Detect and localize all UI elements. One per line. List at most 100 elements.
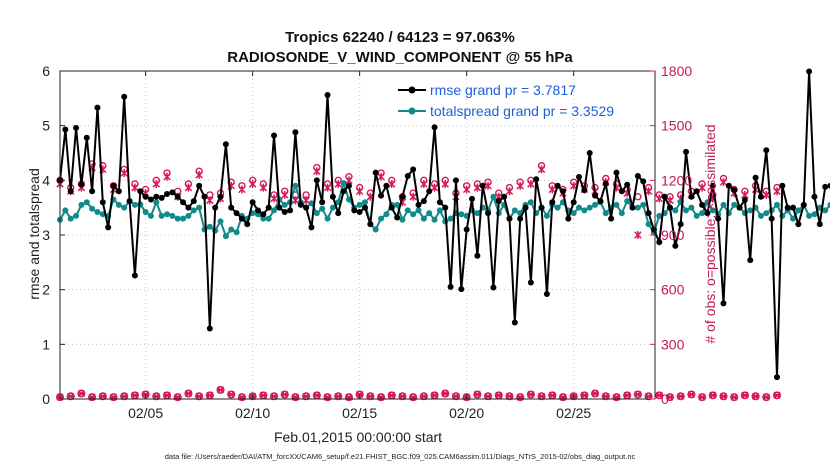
- totalspread-point: [790, 215, 797, 222]
- rmse-point: [474, 252, 481, 259]
- ticks: 02/05 02/10 02/15 02/20 02/25 0 1 2 3 4 5 6 0 300 600 9…: [42, 63, 692, 421]
- obs-bottom-marker: [494, 391, 503, 399]
- totalspread-point: [543, 212, 550, 219]
- totalspread-point: [436, 207, 443, 214]
- rmse-point: [137, 188, 144, 195]
- totalspread-point: [308, 200, 315, 207]
- rmse-point: [720, 300, 727, 307]
- rmse-point: [94, 104, 101, 111]
- rmse-point: [618, 188, 625, 195]
- rmse-point: [549, 199, 556, 206]
- totalspread-point: [115, 201, 122, 208]
- obs-assimilated-point: [420, 179, 428, 188]
- rmse-point: [645, 210, 652, 217]
- rmse-point: [640, 178, 647, 185]
- obs-assimilated-point: [462, 185, 471, 194]
- obs-bottom-marker: [601, 392, 610, 400]
- totalspread-point: [372, 226, 379, 233]
- obs-bottom-marker: [227, 390, 236, 399]
- rmse-point: [747, 257, 754, 264]
- rmse-point: [741, 197, 748, 204]
- rmse-point: [147, 196, 154, 203]
- rmse-point: [388, 204, 395, 211]
- rmse-point: [228, 204, 235, 211]
- rmse-point: [367, 221, 374, 228]
- totalspread-point: [447, 215, 454, 222]
- obs-assimilated-point: [259, 183, 268, 192]
- obs-assimilated-point: [644, 187, 653, 196]
- totalspread-point: [319, 205, 326, 212]
- obs-bottom-marker: [451, 392, 460, 400]
- totalspread-point: [554, 204, 561, 211]
- y-tick-label-right: 1800: [661, 63, 692, 79]
- rmse-point: [281, 209, 288, 216]
- rmse-point: [816, 221, 823, 228]
- rmse-point: [688, 193, 695, 200]
- rmse-point: [452, 177, 459, 184]
- obs-assimilated-point: [773, 187, 781, 196]
- obs-bottom-marker: [708, 391, 717, 399]
- totalspread-point: [83, 199, 90, 206]
- totalspread-point: [415, 207, 422, 214]
- rmse-point: [185, 204, 192, 211]
- rmse-point: [335, 210, 342, 217]
- rmse-point: [495, 198, 502, 205]
- totalspread-point: [131, 201, 138, 208]
- rmse-point: [180, 199, 187, 206]
- rmse-point: [576, 174, 583, 181]
- totalspread-point: [645, 221, 652, 228]
- totalspread-point: [121, 204, 128, 211]
- obs-assimilated-point: [163, 172, 171, 181]
- obs-assimilated-point: [634, 231, 642, 239]
- totalspread-point: [153, 199, 160, 206]
- totalspread-point: [217, 218, 224, 225]
- rmse-point: [501, 193, 508, 200]
- rmse-point: [319, 199, 326, 206]
- obs-bottom-marker: [280, 390, 289, 399]
- totalspread-point: [399, 216, 406, 223]
- totalspread-point: [233, 229, 240, 236]
- totalspread-point: [602, 210, 609, 217]
- totalspread-point: [720, 201, 727, 208]
- obs-bottom-marker: [719, 392, 728, 400]
- totalspread-point: [570, 210, 577, 217]
- totalspread-point: [426, 210, 433, 217]
- rmse-point: [431, 124, 438, 131]
- totalspread-point: [581, 207, 588, 214]
- obs-bottom-marker: [473, 390, 482, 399]
- y-tick-label-right: 900: [661, 227, 685, 243]
- obs-bottom-marker: [205, 391, 214, 399]
- totalspread-point: [169, 212, 176, 219]
- rmse-point: [731, 187, 738, 194]
- rmse-point: [378, 192, 385, 199]
- obs-bottom-marker: [580, 391, 589, 399]
- rmse-point: [699, 201, 706, 208]
- totalspread-point: [329, 204, 336, 211]
- obs-bottom-marker: [312, 391, 321, 399]
- obs-bottom-marker: [484, 392, 493, 400]
- rmse-point: [83, 134, 90, 141]
- rmse-point: [383, 182, 390, 189]
- rmse-point: [709, 182, 716, 189]
- y-axis-label-left: rmse and totalspread: [26, 168, 42, 300]
- rmse-point: [672, 242, 679, 249]
- obs-bottom-marker: [537, 392, 546, 400]
- rmse-point: [361, 204, 368, 211]
- totalspread-point: [431, 216, 438, 223]
- rmse-point: [661, 193, 668, 200]
- y-tick-label-left: 3: [42, 227, 50, 243]
- x-tick-label: 02/15: [342, 405, 377, 421]
- totalspread-point: [206, 223, 213, 230]
- obs-assimilated-point: [516, 181, 524, 190]
- obs-bottom-marker: [152, 392, 161, 400]
- rmse-point: [543, 291, 550, 298]
- obs-bottom-marker: [623, 391, 632, 399]
- rmse-point: [260, 211, 267, 218]
- chart-title-line2: RADIOSONDE_V_WIND_COMPONENT @ 55 hPa: [227, 49, 573, 66]
- rmse-point: [517, 215, 524, 222]
- rmse-point: [656, 239, 663, 246]
- rmse-point: [522, 204, 529, 211]
- obs-assimilated-point: [280, 190, 289, 199]
- rmse-point: [110, 182, 117, 189]
- totalspread-point: [709, 207, 716, 214]
